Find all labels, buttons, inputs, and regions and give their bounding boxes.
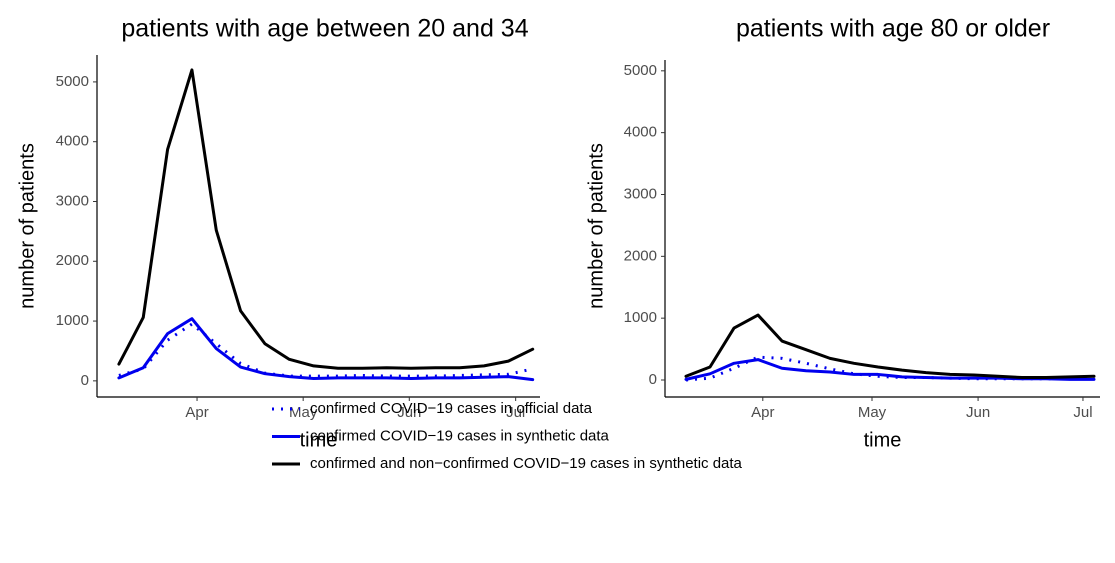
y-tick-label: 2000 [56, 252, 89, 269]
series-line [117, 68, 535, 370]
y-tick-label: 3000 [624, 185, 657, 202]
y-tick-label: 5000 [624, 62, 657, 79]
y-tick-label: 3000 [56, 192, 89, 209]
chart-title: patients with age between 20 and 34 [121, 15, 528, 43]
x-tick-label: Jul [1073, 404, 1092, 421]
y-tick-label: 0 [649, 371, 657, 388]
legend-label: confirmed COVID−19 cases in official dat… [310, 400, 593, 417]
x-tick-label: Jun [966, 404, 990, 421]
y-tick-label: 1000 [624, 309, 657, 326]
x-axis-label: time [300, 429, 338, 451]
y-axis-label: number of patients [16, 143, 38, 309]
series-line [118, 322, 534, 378]
y-tick-label: 4000 [56, 133, 89, 150]
y-tick-label: 0 [81, 372, 89, 389]
x-axis-label: time [864, 429, 902, 451]
y-axis-label: number of patients [585, 143, 607, 309]
series-line [117, 317, 535, 382]
x-tick-label: Jul [506, 404, 525, 421]
x-tick-label: Jun [397, 404, 421, 421]
x-tick-label: Apr [185, 404, 208, 421]
y-tick-label: 4000 [624, 124, 657, 141]
x-tick-label: May [289, 404, 318, 421]
chart-title: patients with age 80 or older [736, 15, 1050, 43]
x-tick-label: Apr [751, 404, 774, 421]
legend-label: confirmed and non−confirmed COVID−19 cas… [310, 455, 743, 472]
legend-label: confirmed COVID−19 cases in synthetic da… [310, 427, 610, 444]
y-tick-label: 5000 [56, 73, 89, 90]
y-tick-label: 2000 [624, 247, 657, 264]
x-tick-label: May [858, 404, 887, 421]
series-line [684, 313, 1096, 380]
y-tick-label: 1000 [56, 312, 89, 329]
